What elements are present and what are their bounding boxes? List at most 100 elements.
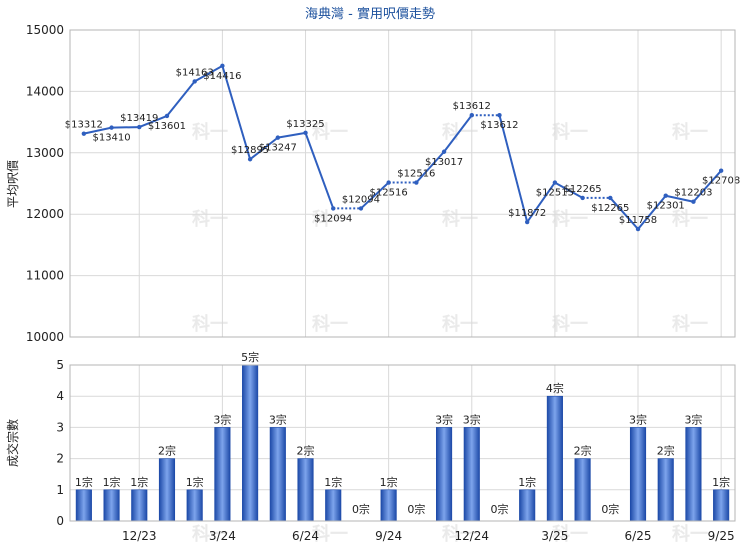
price-line-segment xyxy=(166,80,196,117)
line-panel-frame xyxy=(69,29,736,338)
price-point xyxy=(497,113,502,118)
volume-data-label: 4宗 xyxy=(546,381,564,395)
volume-data-label: 0宗 xyxy=(490,502,508,516)
price-point xyxy=(247,157,253,162)
volume-data-label: 1宗 xyxy=(712,475,730,489)
price-data-label: $14163 xyxy=(176,67,214,78)
watermark-text: 科一 xyxy=(552,208,588,230)
price-data-label: $12516 xyxy=(397,169,435,180)
volume-bar xyxy=(214,427,231,522)
price-line-segment xyxy=(304,132,335,209)
watermark-text: 科一 xyxy=(552,523,588,545)
x-tick-label: 9/24 xyxy=(375,529,402,543)
price-data-label: $13312 xyxy=(65,120,103,131)
bar-y-tick-label: 5 xyxy=(56,358,64,372)
price-line-segment xyxy=(221,65,252,160)
price-data-label: $12203 xyxy=(674,188,712,199)
price-line-segment xyxy=(443,114,473,153)
bar-y-tick-label: 0 xyxy=(56,514,64,528)
price-point xyxy=(580,195,585,201)
price-point xyxy=(552,180,558,185)
volume-data-label: 2宗 xyxy=(574,444,592,458)
bar-y-tick-label: 2 xyxy=(56,452,64,466)
volume-data-label: 3宗 xyxy=(629,412,647,426)
price-point xyxy=(331,206,336,211)
volume-bar xyxy=(103,489,120,522)
volume-data-label: 3宗 xyxy=(213,412,231,426)
price-point xyxy=(81,131,87,136)
price-point xyxy=(220,63,225,69)
price-data-label: $13612 xyxy=(453,101,491,112)
price-point xyxy=(109,125,114,130)
price-data-label: $12516 xyxy=(370,188,408,199)
volume-bar xyxy=(519,489,536,522)
price-point xyxy=(164,113,170,119)
price-data-label: $12094 xyxy=(314,213,352,224)
price-data-label: $13325 xyxy=(286,119,324,130)
price-data-label: $11872 xyxy=(508,208,546,219)
watermark-text: 科一 xyxy=(672,523,708,545)
price-point xyxy=(358,206,364,211)
volume-data-label: 1宗 xyxy=(186,475,204,489)
price-point xyxy=(441,149,447,154)
chart-title: 海典灣 - 實用呎價走勢 xyxy=(305,6,435,22)
price-point xyxy=(524,219,530,225)
volume-data-label: 3宗 xyxy=(269,412,287,426)
price-point xyxy=(192,79,197,84)
x-tick-label: 12/24 xyxy=(454,529,489,543)
volume-data-label: 3宗 xyxy=(435,412,453,426)
watermark-text: 科一 xyxy=(312,121,348,143)
price-data-label: $13601 xyxy=(148,121,186,132)
price-data-label: $13612 xyxy=(480,120,518,131)
x-tick-label: 3/24 xyxy=(209,529,236,543)
volume-bar xyxy=(186,489,203,522)
price-point xyxy=(386,180,391,185)
volume-bar xyxy=(574,458,591,522)
volume-bar xyxy=(713,489,730,522)
x-tick-label: 3/25 xyxy=(541,529,568,543)
volume-data-label: 1宗 xyxy=(324,475,342,489)
line-y-tick-label: 11000 xyxy=(26,269,64,283)
volume-data-label: 3宗 xyxy=(463,412,481,426)
price-line-segment xyxy=(194,64,223,83)
volume-bar xyxy=(297,458,314,522)
volume-bar xyxy=(380,489,397,522)
volume-bar xyxy=(657,458,674,522)
price-point xyxy=(414,180,419,185)
x-tick-label: 6/25 xyxy=(625,529,652,543)
line-y-axis-title: 平均呎價 xyxy=(6,160,20,208)
volume-data-label: 2宗 xyxy=(297,444,315,458)
watermark-text: 科一 xyxy=(672,121,708,143)
watermark-text: 科一 xyxy=(312,313,348,335)
bar-y-tick-label: 3 xyxy=(56,420,64,434)
price-data-label: $13410 xyxy=(92,133,130,144)
price-data-label: $13419 xyxy=(120,113,158,124)
volume-bar xyxy=(325,489,342,522)
volume-bar xyxy=(158,458,176,522)
volume-data-label: 2宗 xyxy=(158,444,176,458)
price-point xyxy=(303,130,308,136)
watermark-text: 科一 xyxy=(442,523,478,545)
bar-panel-frame xyxy=(69,364,736,522)
price-data-label: $12708 xyxy=(702,176,740,187)
price-data-label: $12301 xyxy=(647,201,685,212)
price-line-segment xyxy=(360,181,390,210)
line-y-tick-label: 14000 xyxy=(26,84,64,98)
price-line-segment xyxy=(609,197,639,230)
volume-bar xyxy=(436,427,453,522)
volume-data-label: 0宗 xyxy=(407,502,425,516)
price-data-label: $12515 xyxy=(536,188,574,199)
volume-data-label: 1宗 xyxy=(518,475,536,489)
price-data-label: $12094 xyxy=(342,194,380,205)
watermark-text: 科一 xyxy=(672,313,708,335)
volume-bar xyxy=(463,427,480,522)
price-line-segment xyxy=(526,182,556,223)
line-y-tick-label: 12000 xyxy=(26,207,64,221)
line-y-tick-label: 13000 xyxy=(26,146,64,160)
volume-bar xyxy=(629,427,647,522)
price-data-label: $12895 xyxy=(231,145,269,156)
price-point xyxy=(691,199,696,204)
price-line-segment xyxy=(111,126,140,129)
price-line-segment xyxy=(637,195,667,230)
